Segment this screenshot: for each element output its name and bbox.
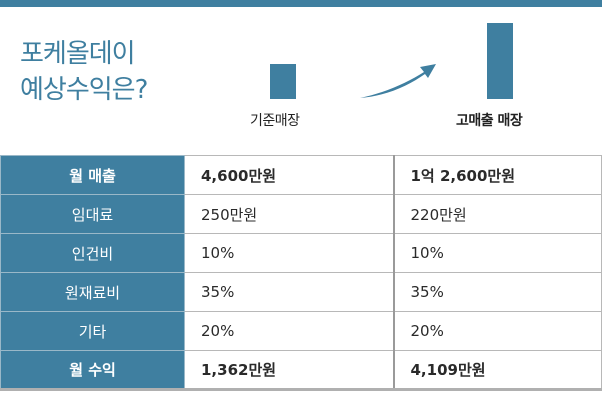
- row-label: 인건비: [0, 233, 185, 273]
- table-row: 원재료비 35% 35%: [0, 272, 602, 312]
- base-store-value: 1,362만원: [184, 350, 394, 391]
- table-row: 임대료 250만원 220만원: [0, 194, 602, 234]
- row-label: 월 매출: [0, 155, 185, 195]
- table-row: 월 매출 4,600만원 1억 2,600만원: [0, 155, 602, 195]
- top-accent-bar: [0, 0, 602, 7]
- page-title: 포케올데이 예상수익은?: [20, 36, 148, 108]
- base-store-value: 20%: [184, 311, 394, 351]
- base-store-label: 기준매장: [250, 113, 300, 129]
- high-revenue-store-bar: [487, 23, 513, 99]
- row-label: 원재료비: [0, 272, 185, 312]
- row-label: 월 수익: [0, 350, 185, 391]
- table-row: 기타 20% 20%: [0, 311, 602, 351]
- table-row: 인건비 10% 10%: [0, 233, 602, 273]
- high-store-value: 4,109만원: [392, 350, 602, 391]
- title-line-1: 포케올데이: [20, 39, 136, 69]
- table-row: 월 수익 1,362만원 4,109만원: [0, 350, 602, 391]
- high-store-value: 220만원: [392, 194, 602, 234]
- trend-up-arrow-icon: [360, 64, 436, 98]
- base-store-value: 250만원: [184, 194, 394, 234]
- row-label: 임대료: [0, 194, 185, 234]
- row-label: 기타: [0, 311, 185, 351]
- base-store-value: 4,600만원: [184, 155, 394, 195]
- high-store-value: 35%: [392, 272, 602, 312]
- high-revenue-store-label: 고매출 매장: [456, 113, 523, 129]
- base-store-value: 10%: [184, 233, 394, 273]
- high-store-value: 10%: [392, 233, 602, 273]
- base-store-bar: [270, 64, 296, 99]
- base-store-value: 35%: [184, 272, 394, 312]
- title-line-2: 예상수익은?: [20, 75, 148, 105]
- high-store-value: 20%: [392, 311, 602, 351]
- high-store-value: 1억 2,600만원: [392, 155, 602, 195]
- revenue-comparison-table: 월 매출 4,600만원 1억 2,600만원 임대료 250만원 220만원 …: [0, 155, 602, 391]
